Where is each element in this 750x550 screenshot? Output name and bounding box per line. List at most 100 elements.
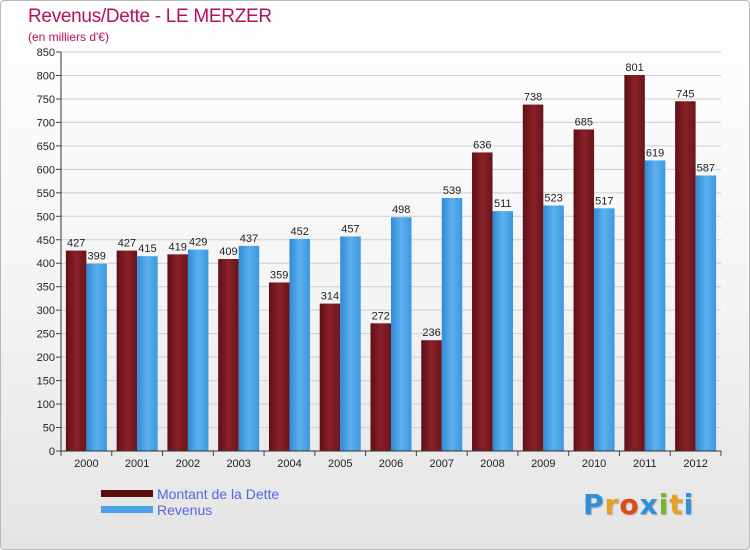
x-tick-label: 2000 (74, 458, 98, 470)
legend-label-debt: Montant de la Dette (157, 486, 280, 502)
bar-revenue (238, 245, 260, 451)
bar-debt (268, 282, 290, 451)
y-tick-label: 150 (37, 376, 55, 388)
y-tick-label: 200 (37, 352, 55, 364)
bar-debt (218, 259, 239, 451)
y-tick-label: 400 (37, 258, 55, 270)
data-label: 427 (118, 238, 136, 250)
x-tick-label: 2012 (683, 458, 707, 470)
y-tick-label: 300 (37, 305, 55, 317)
data-label: 801 (625, 62, 643, 74)
chart-title: Revenus/Dette - LE MERZER (28, 6, 272, 27)
bars (65, 75, 717, 452)
data-label: 539 (443, 185, 461, 197)
x-tick-label: 2009 (531, 458, 555, 470)
y-axis-ticks: 0 50 100 150 200 250 300 350 400 450 500 550 600 650 7… (37, 47, 61, 458)
axes (60, 52, 721, 452)
bar-revenue (644, 160, 666, 451)
legend-swatch-revenue (101, 506, 153, 513)
bar-revenue (391, 217, 412, 451)
bar-debt (370, 323, 391, 451)
bar-debt (675, 101, 696, 451)
data-label: 399 (87, 251, 105, 263)
y-tick-label: 850 (37, 47, 55, 59)
data-label: 738 (524, 92, 542, 104)
logo-letter: t (669, 488, 684, 521)
data-label: 457 (341, 223, 359, 235)
y-tick-label: 450 (37, 235, 55, 247)
logo-letter: o (619, 488, 640, 521)
bar-debt (522, 104, 544, 451)
x-tick-label: 2011 (633, 458, 657, 470)
data-label: 429 (189, 237, 207, 249)
x-tick-label: 2007 (430, 458, 454, 470)
logo-letter: P (583, 488, 605, 521)
x-tick-label: 2010 (582, 458, 606, 470)
proxiti-logo: Proxiti (583, 488, 694, 521)
data-label: 517 (595, 195, 613, 207)
y-tick-label: 800 (37, 70, 55, 82)
y-tick-label: 650 (37, 141, 55, 153)
y-tick-label: 700 (37, 117, 55, 129)
bar-revenue (137, 256, 158, 451)
data-label: 745 (676, 88, 694, 100)
data-label: 236 (422, 327, 440, 339)
bar-revenue (543, 205, 564, 451)
bar-revenue (441, 197, 463, 451)
data-label: 359 (270, 269, 288, 281)
legend-label-revenue: Revenus (157, 502, 213, 518)
bar-debt (624, 75, 645, 452)
x-tick-label: 2006 (379, 458, 403, 470)
y-tick-label: 0 (49, 446, 55, 458)
bar-debt (65, 250, 87, 451)
data-label: 415 (138, 243, 156, 255)
bar-revenue (289, 238, 310, 451)
data-label: 419 (168, 241, 186, 253)
x-axis-ticks: 2000 2001 2002 2003 2004 2005 2006 2007 2008 2009… (60, 451, 722, 470)
x-tick-label: 2002 (176, 458, 200, 470)
data-label: 498 (392, 204, 410, 216)
bar-debt (167, 254, 188, 451)
bar-revenue (695, 175, 717, 451)
logo-letter: r (604, 488, 620, 521)
data-label: 636 (473, 139, 491, 151)
y-tick-label: 350 (37, 282, 55, 294)
bar-debt (319, 303, 341, 451)
data-label: 523 (544, 192, 562, 204)
x-tick-label: 2001 (125, 458, 149, 470)
y-tick-label: 550 (37, 188, 55, 200)
data-label: 685 (575, 116, 593, 128)
x-tick-label: 2004 (277, 458, 301, 470)
data-label: 619 (646, 147, 664, 159)
bar-revenue (340, 236, 361, 451)
data-label: 437 (240, 233, 258, 245)
data-label: 427 (67, 238, 85, 250)
y-tick-label: 600 (37, 164, 55, 176)
y-tick-label: 50 (43, 423, 55, 435)
bar-revenue (594, 208, 615, 451)
y-tick-label: 750 (37, 94, 55, 106)
bar-revenue (492, 211, 514, 451)
x-tick-label: 2008 (480, 458, 504, 470)
bar-revenue (187, 249, 209, 451)
chart-subtitle: (en milliers d'€) (28, 30, 109, 44)
x-tick-label: 2003 (226, 458, 250, 470)
x-tick-label: 2005 (328, 458, 352, 470)
logo-letter: i (683, 488, 695, 521)
data-label: 272 (372, 310, 390, 322)
data-label: 587 (697, 162, 715, 174)
data-label: 409 (219, 246, 237, 258)
y-tick-label: 250 (37, 329, 55, 341)
logo-letter: x (639, 488, 659, 521)
data-label: 452 (291, 226, 309, 238)
logo-letter: i (658, 488, 670, 521)
bar-debt (116, 250, 138, 451)
bar-revenue (86, 263, 107, 451)
data-label: 511 (494, 198, 512, 210)
data-label: 314 (321, 291, 339, 303)
bar-debt (472, 152, 493, 452)
bar-debt (573, 129, 595, 451)
